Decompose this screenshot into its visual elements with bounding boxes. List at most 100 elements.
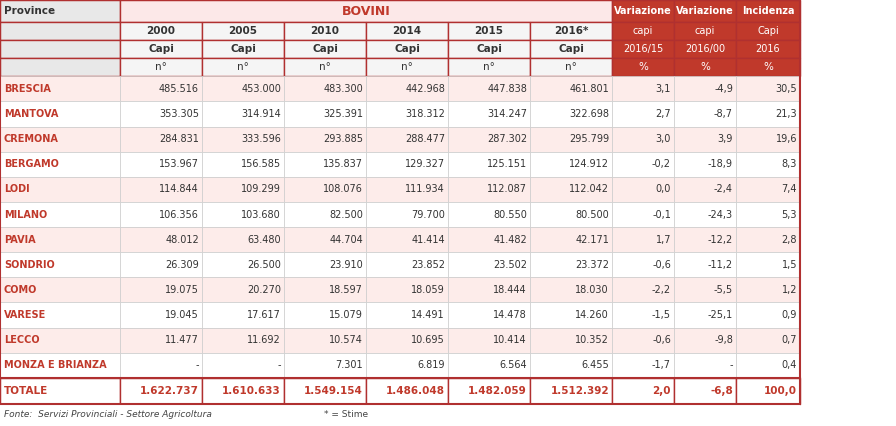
Text: Capi: Capi	[476, 44, 502, 54]
Bar	[674, 0, 736, 22]
Text: 1.622.737: 1.622.737	[140, 386, 199, 396]
Bar	[736, 152, 800, 177]
Text: 0,4: 0,4	[781, 360, 797, 370]
Text: -1,5: -1,5	[652, 310, 671, 320]
Text: Incidenza: Incidenza	[742, 6, 794, 16]
Bar	[284, 127, 366, 152]
Text: -0,6: -0,6	[652, 260, 671, 270]
Bar	[120, 127, 202, 152]
Text: 1.512.392: 1.512.392	[550, 386, 609, 396]
Text: -1,7: -1,7	[652, 360, 671, 370]
Text: 1.482.059: 1.482.059	[469, 386, 527, 396]
Text: 10.695: 10.695	[411, 335, 445, 345]
Bar	[0, 127, 120, 152]
Bar	[284, 302, 366, 328]
Text: Province: Province	[4, 6, 56, 16]
Text: 453.000: 453.000	[241, 84, 281, 94]
Bar	[736, 252, 800, 277]
Text: 80.500: 80.500	[575, 210, 609, 219]
Bar	[202, 277, 284, 302]
Bar	[0, 0, 800, 404]
Text: %: %	[638, 62, 648, 72]
Text: 2010: 2010	[311, 26, 340, 36]
Text: 19.075: 19.075	[165, 285, 199, 295]
Bar	[448, 177, 530, 202]
Bar	[530, 58, 612, 76]
Text: 2016/00: 2016/00	[685, 44, 725, 54]
Text: 2005: 2005	[228, 26, 257, 36]
Text: 156.585: 156.585	[241, 159, 281, 169]
Text: LECCO: LECCO	[4, 335, 39, 345]
Bar	[612, 252, 674, 277]
Bar	[530, 40, 612, 58]
Bar	[448, 378, 530, 404]
Text: 6.564: 6.564	[499, 360, 527, 370]
Bar	[120, 40, 202, 58]
Text: 17.617: 17.617	[247, 310, 281, 320]
Bar	[120, 252, 202, 277]
Text: 21,3: 21,3	[775, 109, 797, 119]
Text: -2,2: -2,2	[652, 285, 671, 295]
Bar	[736, 328, 800, 353]
Bar	[674, 40, 736, 58]
Text: 2000: 2000	[147, 26, 176, 36]
Bar	[448, 127, 530, 152]
Text: 11.692: 11.692	[247, 335, 281, 345]
Bar	[448, 152, 530, 177]
Bar	[674, 76, 736, 101]
Text: %: %	[763, 62, 773, 72]
Bar	[120, 328, 202, 353]
Text: 42.171: 42.171	[575, 235, 609, 245]
Bar	[448, 202, 530, 227]
Text: n°: n°	[483, 62, 495, 72]
Bar	[366, 76, 448, 101]
Text: 8,3: 8,3	[781, 159, 797, 169]
Bar	[530, 202, 612, 227]
Bar	[120, 302, 202, 328]
Text: 461.801: 461.801	[569, 84, 609, 94]
Bar	[120, 101, 202, 127]
Bar	[736, 227, 800, 252]
Text: 10.414: 10.414	[494, 335, 527, 345]
Text: 2,7: 2,7	[655, 109, 671, 119]
Bar	[736, 58, 800, 76]
Text: 1.486.048: 1.486.048	[386, 386, 445, 396]
Bar	[530, 76, 612, 101]
Text: 23.502: 23.502	[493, 260, 527, 270]
Text: 0,7: 0,7	[781, 335, 797, 345]
Bar	[530, 328, 612, 353]
Text: 7,4: 7,4	[781, 184, 797, 194]
Text: 129.327: 129.327	[405, 159, 445, 169]
Bar	[120, 0, 612, 22]
Text: Variazione: Variazione	[676, 6, 734, 16]
Bar	[0, 353, 120, 378]
Bar	[674, 58, 736, 76]
Bar	[366, 252, 448, 277]
Bar	[612, 227, 674, 252]
Text: 10.352: 10.352	[575, 335, 609, 345]
Bar	[448, 277, 530, 302]
Text: 18.597: 18.597	[329, 285, 363, 295]
Bar	[736, 127, 800, 152]
Bar	[736, 76, 800, 101]
Bar	[530, 22, 612, 40]
Bar	[0, 76, 120, 101]
Text: 26.309: 26.309	[165, 260, 199, 270]
Text: Capi: Capi	[757, 26, 779, 36]
Text: -5,5: -5,5	[714, 285, 733, 295]
Bar	[284, 353, 366, 378]
Bar	[0, 101, 120, 127]
Bar	[674, 252, 736, 277]
Text: LODI: LODI	[4, 184, 30, 194]
Text: 293.885: 293.885	[323, 134, 363, 144]
Bar	[736, 202, 800, 227]
Bar	[366, 328, 448, 353]
Bar	[736, 177, 800, 202]
Bar	[530, 353, 612, 378]
Text: PAVIA: PAVIA	[4, 235, 36, 245]
Text: 14.260: 14.260	[575, 310, 609, 320]
Bar	[0, 302, 120, 328]
Text: 18.059: 18.059	[411, 285, 445, 295]
Bar	[366, 22, 448, 40]
Text: 0,0: 0,0	[656, 184, 671, 194]
